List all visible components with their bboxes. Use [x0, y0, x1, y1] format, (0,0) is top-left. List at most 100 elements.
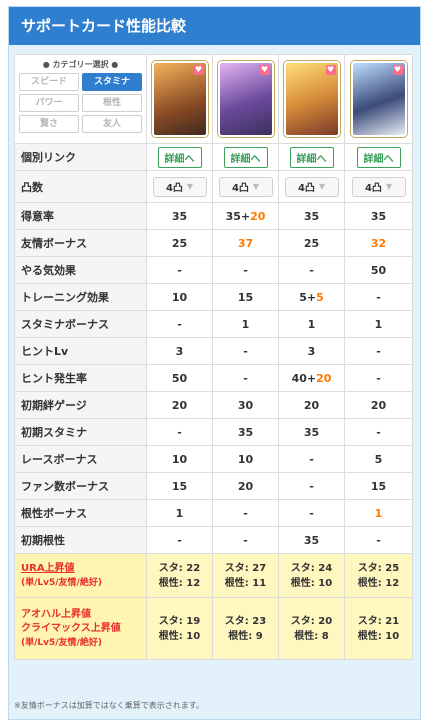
- category-selector: ● カテゴリー選択 ● スピード スタミナ パワー 根性 賢さ 友人: [14, 54, 147, 144]
- limit-break-select[interactable]: 4凸 ▼: [284, 176, 339, 197]
- stat-base-value: -: [376, 290, 381, 304]
- table-row: ファン数ボーナス 15 20 - 15: [14, 472, 413, 500]
- stat-base-value: -: [309, 452, 314, 466]
- favorite-heart-icon[interactable]: ♥: [325, 65, 336, 75]
- stat-base-value: -: [243, 263, 248, 277]
- stat-cell: -: [212, 337, 279, 365]
- stat-base-value: 15: [171, 479, 188, 493]
- row-label: レースボーナス: [14, 445, 147, 473]
- table-row: 初期根性 - - 35 -: [14, 526, 413, 554]
- support-card-1-image[interactable]: ♥: [151, 61, 208, 137]
- ura-label: URA上昇値: [21, 562, 75, 574]
- row-label: 根性ボーナス: [14, 499, 147, 527]
- stat-base-value: 40+: [291, 371, 317, 385]
- stat-base-value: 10: [171, 290, 188, 304]
- stat-bonus-value: 20: [316, 371, 332, 385]
- detail-button[interactable]: 詳細へ: [289, 146, 334, 168]
- stat-base-value: -: [376, 533, 381, 547]
- row-label-ura: URA上昇値 (単/Lv5/友情/絶好): [14, 553, 147, 598]
- stat-base-value: -: [177, 533, 182, 547]
- aoharu-guts-value: 根性: 10: [357, 630, 400, 642]
- footnote: ※友情ボーナスは加算ではなく乗算で表示されます。: [14, 701, 204, 710]
- stat-base-value: 1: [374, 317, 383, 331]
- stat-cell: -: [278, 499, 345, 527]
- category-power-button[interactable]: パワー: [19, 94, 79, 112]
- support-card-4-image[interactable]: ♥: [350, 61, 407, 137]
- stat-cell: 35: [344, 202, 413, 230]
- stat-cell: -: [344, 337, 413, 365]
- stat-cell: 10: [212, 445, 279, 473]
- limit-break-value: 4凸: [231, 183, 249, 194]
- climax-label: クライマックス上昇値: [21, 622, 121, 634]
- stat-cell: -: [146, 526, 213, 554]
- stat-base-value: 3: [307, 344, 316, 358]
- stat-base-value: 35: [370, 209, 387, 223]
- aoharu-cell: スタ: 21 根性: 10: [344, 597, 413, 660]
- category-friend-button[interactable]: 友人: [82, 115, 142, 133]
- stat-base-value: 5: [374, 452, 383, 466]
- stat-base-value: -: [309, 263, 314, 277]
- stat-base-value: -: [177, 263, 182, 277]
- table-row: やる気効果 - - - 50: [14, 256, 413, 284]
- aoharu-guts-value: 根性: 10: [158, 630, 201, 642]
- support-card-3-image[interactable]: ♥: [283, 61, 340, 137]
- row-label: スタミナボーナス: [14, 310, 147, 338]
- stat-cell: 5: [344, 445, 413, 473]
- table-row: トレーニング効果 10 15 5+5 -: [14, 283, 413, 311]
- limit-break-select[interactable]: 4凸 ▼: [351, 176, 406, 197]
- stat-cell: 5+5: [278, 283, 345, 311]
- stat-base-value: 20: [237, 479, 254, 493]
- ura-stamina-value: スタ: 25: [357, 562, 400, 574]
- card-cell: ♥: [344, 54, 413, 144]
- stat-cell: -: [146, 256, 213, 284]
- stat-cell: 20: [146, 391, 213, 419]
- detail-button[interactable]: 詳細へ: [356, 146, 401, 168]
- detail-button[interactable]: 詳細へ: [157, 146, 202, 168]
- stat-base-value: 25: [303, 236, 320, 250]
- stat-cell: 37: [212, 229, 279, 257]
- category-stamina-button[interactable]: スタミナ: [82, 73, 142, 91]
- favorite-heart-icon[interactable]: ♥: [193, 65, 204, 75]
- stat-cell: 35+20: [212, 202, 279, 230]
- category-selector-title: ● カテゴリー選択 ●: [42, 60, 119, 69]
- ura-stamina-value: スタ: 24: [290, 562, 333, 574]
- favorite-heart-icon[interactable]: ♥: [392, 65, 403, 75]
- stat-cell: 50: [344, 256, 413, 284]
- stat-base-value: -: [243, 533, 248, 547]
- stat-cell: 50: [146, 364, 213, 392]
- category-wisdom-button[interactable]: 賢さ: [19, 115, 79, 133]
- limit-break-value: 4凸: [165, 183, 183, 194]
- support-card-2-image[interactable]: ♥: [217, 61, 274, 137]
- stat-cell: 20: [212, 472, 279, 500]
- card-cell: ♥: [212, 54, 279, 144]
- chevron-down-icon: ▼: [252, 182, 260, 191]
- category-speed-button[interactable]: スピード: [19, 73, 79, 91]
- row-label: ヒント発生率: [14, 364, 147, 392]
- ura-guts-value: 根性: 11: [224, 577, 267, 589]
- stat-bonus-value: 5: [316, 290, 324, 304]
- stat-base-value: 25: [171, 236, 188, 250]
- row-label: やる気効果: [14, 256, 147, 284]
- stat-cell: -: [278, 472, 345, 500]
- stat-cell: 30: [212, 391, 279, 419]
- favorite-heart-icon[interactable]: ♥: [259, 65, 270, 75]
- table-row: 得意率 35 35+20 35 35: [14, 202, 413, 230]
- limit-break-select[interactable]: 4凸 ▼: [218, 176, 273, 197]
- stat-bonus-value: 37: [237, 236, 254, 250]
- category-guts-button[interactable]: 根性: [82, 94, 142, 112]
- stat-cell: -: [146, 418, 213, 446]
- aoharu-sub-label: (単/Lv5/友情/絶好): [21, 637, 102, 648]
- limit-break-value: 4凸: [364, 183, 382, 194]
- row-label: 初期スタミナ: [14, 418, 147, 446]
- row-label: トレーニング効果: [14, 283, 147, 311]
- aoharu-stamina-value: スタ: 19: [158, 615, 201, 627]
- stat-base-value: -: [177, 425, 182, 439]
- table-row: 根性ボーナス 1 - - 1: [14, 499, 413, 527]
- aoharu-guts-value: 根性: 9: [228, 630, 263, 642]
- detail-button[interactable]: 詳細へ: [223, 146, 268, 168]
- stat-base-value: 35+: [225, 209, 251, 223]
- stat-cell: 1: [344, 499, 413, 527]
- stat-base-value: 5+: [299, 290, 317, 304]
- limit-break-select[interactable]: 4凸 ▼: [152, 176, 207, 197]
- stat-cell: -: [344, 526, 413, 554]
